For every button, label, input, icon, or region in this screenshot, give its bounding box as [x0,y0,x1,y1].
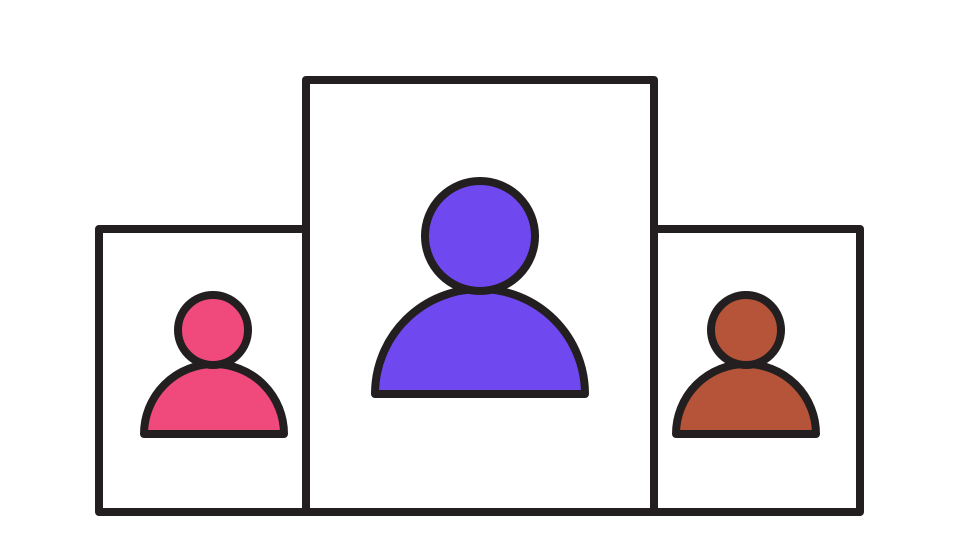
user-icon [140,291,288,438]
user-head [707,291,785,369]
user-head [421,177,539,295]
podium-center [302,76,658,516]
user-icon [371,177,589,398]
user-head [174,291,252,369]
user-icon [672,291,820,438]
podium-right [650,225,864,516]
podium-left [95,225,310,516]
